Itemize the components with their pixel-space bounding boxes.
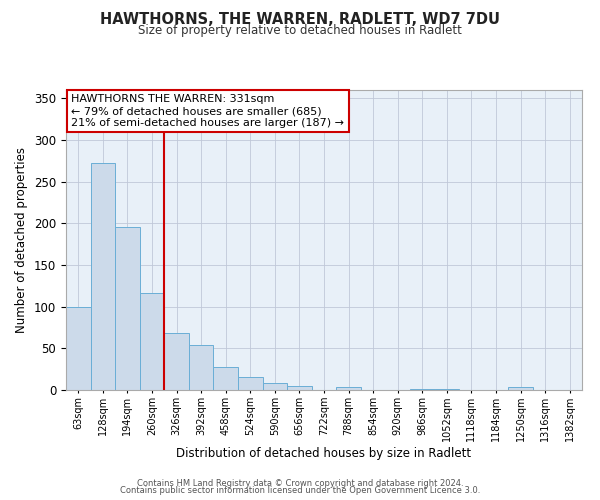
Bar bbox=[189, 345, 214, 390]
Bar bbox=[263, 382, 287, 390]
Text: Size of property relative to detached houses in Radlett: Size of property relative to detached ho… bbox=[138, 24, 462, 37]
Bar bbox=[508, 386, 533, 390]
Bar bbox=[287, 386, 312, 390]
Bar bbox=[164, 334, 189, 390]
Bar bbox=[238, 376, 263, 390]
Bar bbox=[140, 294, 164, 390]
X-axis label: Distribution of detached houses by size in Radlett: Distribution of detached houses by size … bbox=[176, 446, 472, 460]
Bar bbox=[410, 389, 434, 390]
Bar bbox=[214, 366, 238, 390]
Bar bbox=[115, 226, 140, 390]
Text: HAWTHORNS, THE WARREN, RADLETT, WD7 7DU: HAWTHORNS, THE WARREN, RADLETT, WD7 7DU bbox=[100, 12, 500, 28]
Bar bbox=[336, 386, 361, 390]
Bar bbox=[91, 164, 115, 390]
Bar bbox=[66, 306, 91, 390]
Text: HAWTHORNS THE WARREN: 331sqm
← 79% of detached houses are smaller (685)
21% of s: HAWTHORNS THE WARREN: 331sqm ← 79% of de… bbox=[71, 94, 344, 128]
Bar bbox=[434, 389, 459, 390]
Y-axis label: Number of detached properties: Number of detached properties bbox=[16, 147, 28, 333]
Text: Contains HM Land Registry data © Crown copyright and database right 2024.: Contains HM Land Registry data © Crown c… bbox=[137, 478, 463, 488]
Text: Contains public sector information licensed under the Open Government Licence 3.: Contains public sector information licen… bbox=[120, 486, 480, 495]
